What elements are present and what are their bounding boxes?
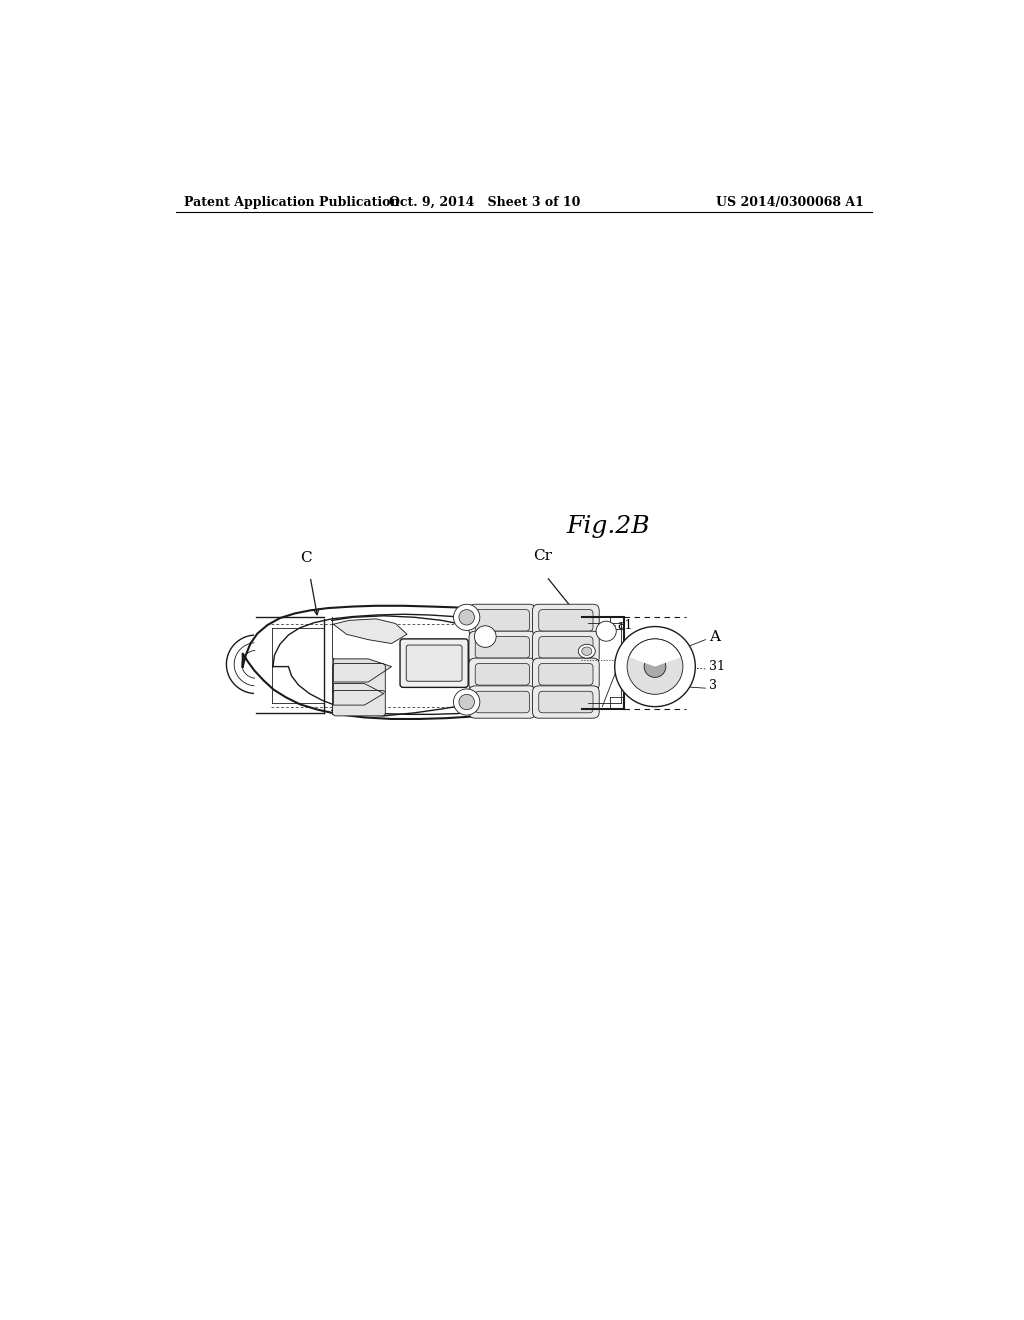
FancyBboxPatch shape [475,664,529,685]
FancyBboxPatch shape [532,631,599,664]
Text: 3: 3 [710,680,717,693]
Circle shape [459,610,474,626]
Polygon shape [243,606,583,719]
FancyBboxPatch shape [475,692,529,713]
Text: Cr: Cr [534,549,552,564]
Polygon shape [334,619,407,644]
Text: 32: 32 [568,647,585,659]
FancyBboxPatch shape [532,605,599,636]
Text: C: C [300,550,312,565]
FancyBboxPatch shape [469,605,536,636]
FancyBboxPatch shape [400,639,468,688]
Circle shape [614,627,695,706]
FancyBboxPatch shape [532,686,599,718]
FancyBboxPatch shape [407,645,462,681]
Circle shape [627,639,683,694]
Text: Fig.2B: Fig.2B [566,515,650,539]
FancyBboxPatch shape [539,610,593,631]
Text: a2: a2 [617,667,633,680]
Text: US 2014/0300068 A1: US 2014/0300068 A1 [717,195,864,209]
Polygon shape [334,684,384,705]
Polygon shape [334,659,391,682]
FancyBboxPatch shape [475,610,529,631]
FancyBboxPatch shape [469,659,536,690]
Text: Oct. 9, 2014   Sheet 3 of 10: Oct. 9, 2014 Sheet 3 of 10 [389,195,581,209]
FancyBboxPatch shape [333,664,385,694]
Circle shape [474,626,496,647]
Circle shape [454,689,480,715]
Ellipse shape [579,644,595,659]
Text: Patent Application Publication: Patent Application Publication [183,195,399,209]
Circle shape [596,622,616,642]
FancyBboxPatch shape [539,692,593,713]
Circle shape [459,694,474,710]
FancyBboxPatch shape [469,686,536,718]
Text: a1: a1 [617,619,633,632]
FancyBboxPatch shape [475,636,529,659]
Ellipse shape [582,647,592,656]
FancyBboxPatch shape [532,659,599,690]
FancyBboxPatch shape [539,636,593,659]
Circle shape [454,605,480,631]
Text: A: A [710,630,720,644]
Wedge shape [629,639,681,667]
Circle shape [644,656,666,677]
FancyBboxPatch shape [469,631,536,664]
FancyBboxPatch shape [333,690,385,715]
FancyBboxPatch shape [539,664,593,685]
Text: 31: 31 [710,660,725,673]
